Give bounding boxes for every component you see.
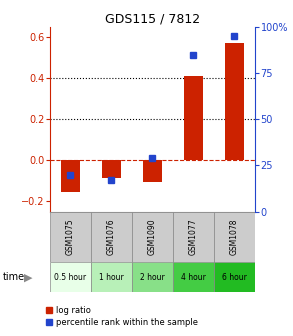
Text: GSM1075: GSM1075 [66,218,75,255]
Title: GDS115 / 7812: GDS115 / 7812 [105,13,200,26]
Text: GSM1076: GSM1076 [107,218,116,255]
Bar [132,262,173,292]
Text: time: time [3,272,25,282]
Bar [50,262,91,292]
Text: GSM1090: GSM1090 [148,218,157,255]
Text: 4 hour: 4 hour [181,273,206,282]
Text: ▶: ▶ [23,272,32,282]
Bar [102,160,121,178]
Bar [173,262,214,292]
Bar [184,76,203,160]
Text: GSM1077: GSM1077 [189,218,198,255]
Text: 1 hour: 1 hour [99,273,124,282]
Bar [50,212,91,262]
Bar [91,262,132,292]
Bar [143,160,162,182]
Text: 2 hour: 2 hour [140,273,165,282]
Bar [132,212,173,262]
Bar [214,262,255,292]
Legend: log ratio, percentile rank within the sample: log ratio, percentile rank within the sa… [42,303,201,330]
Bar [225,43,244,160]
Text: 0.5 hour: 0.5 hour [54,273,86,282]
Bar [61,160,80,192]
Text: GSM1078: GSM1078 [230,219,239,255]
Bar [173,212,214,262]
Bar [91,212,132,262]
Text: 6 hour: 6 hour [222,273,247,282]
Bar [214,212,255,262]
